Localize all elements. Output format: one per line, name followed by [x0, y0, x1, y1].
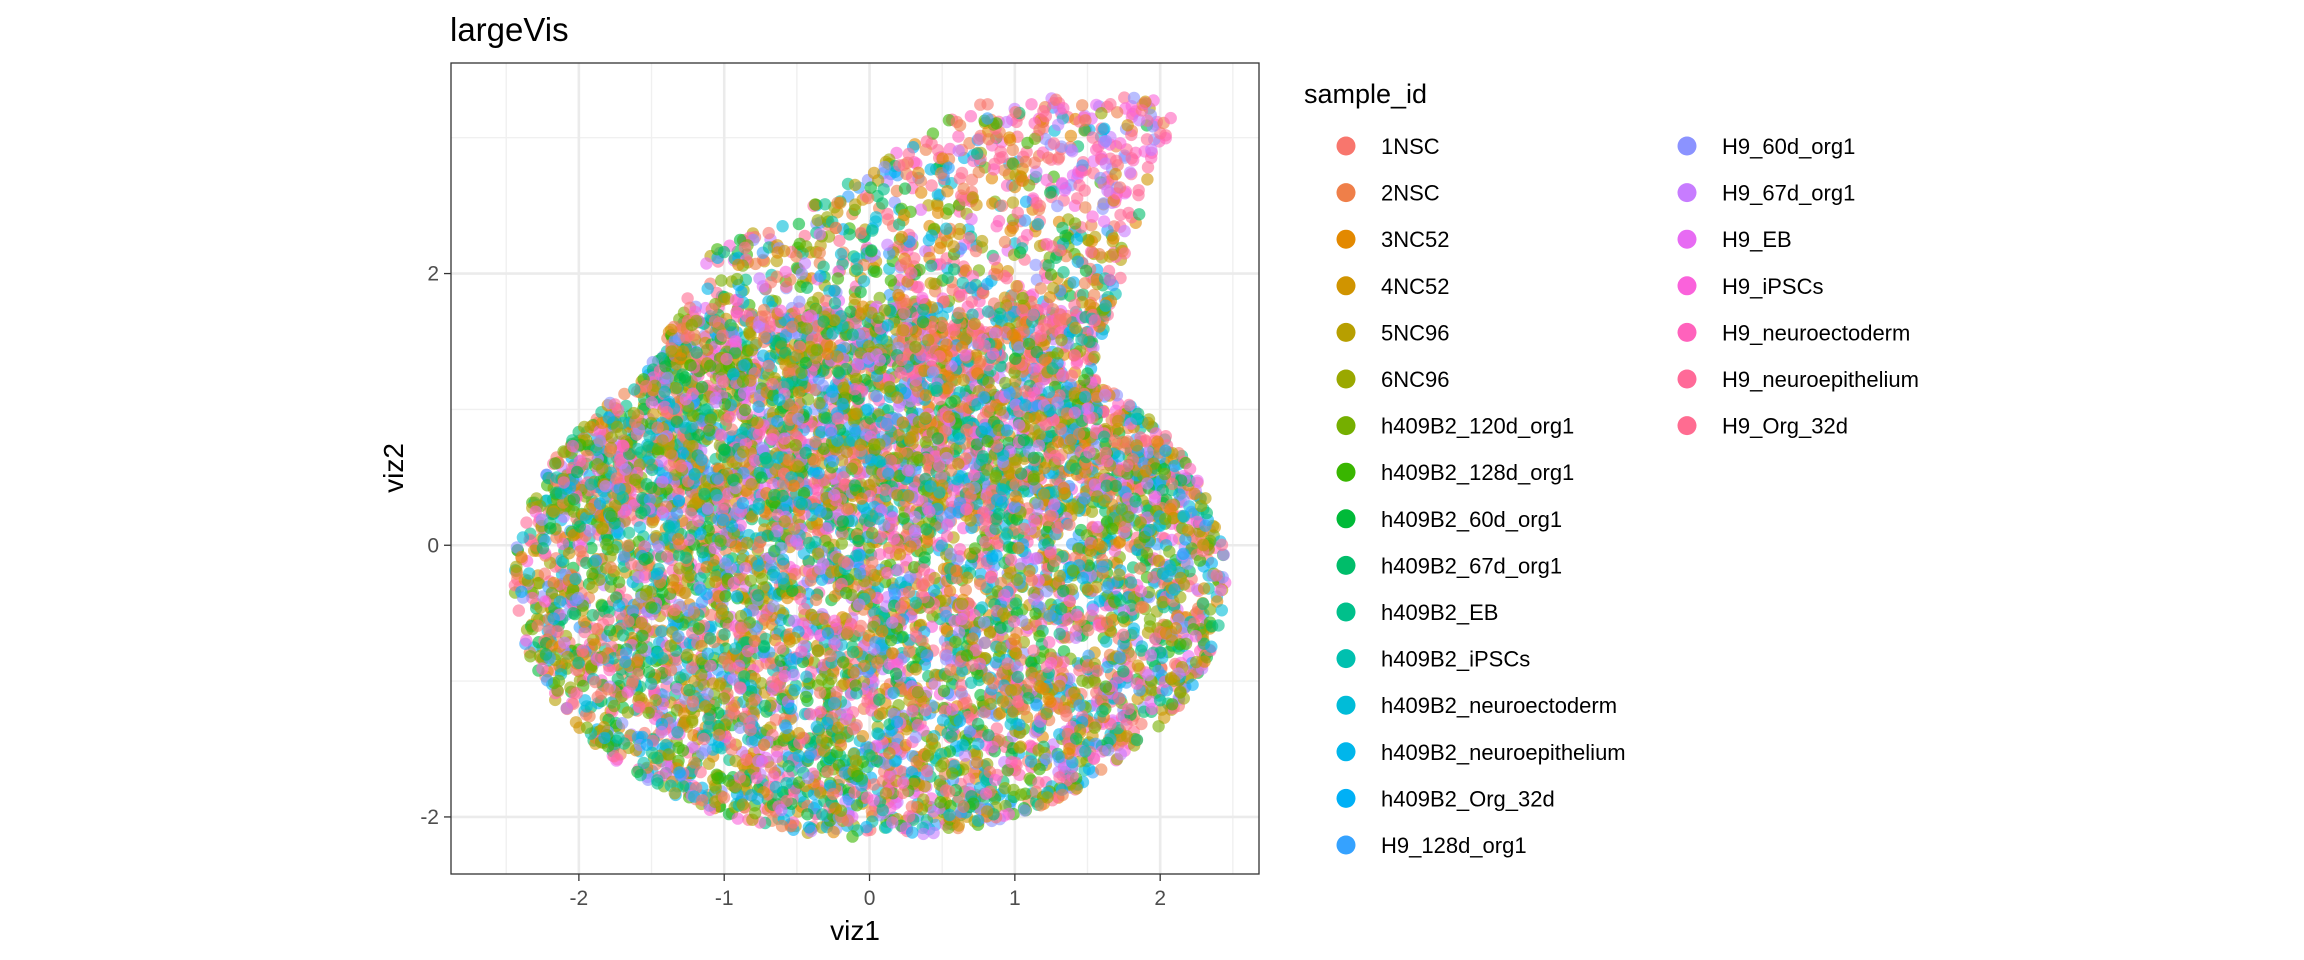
data-point [972, 165, 985, 179]
data-point [1006, 196, 1020, 209]
data-point [800, 281, 814, 294]
data-point [512, 604, 525, 617]
data-point [933, 241, 946, 255]
plot-panel [450, 62, 1260, 875]
data-point [912, 280, 925, 294]
data-point [758, 699, 772, 712]
data-point [990, 220, 1003, 233]
data-point [1018, 804, 1031, 817]
data-point [1052, 118, 1065, 131]
scatter-points [508, 91, 1232, 843]
data-point [1025, 98, 1038, 111]
data-point [618, 387, 631, 401]
data-point [1095, 107, 1108, 120]
data-point [1114, 208, 1127, 222]
chart-title: largeVis [450, 11, 569, 48]
data-point [981, 98, 994, 111]
data-point [849, 198, 862, 211]
data-point [943, 584, 957, 598]
data-point [974, 577, 987, 591]
data-point [974, 567, 987, 581]
data-point [914, 203, 928, 216]
data-point [1042, 151, 1055, 164]
data-point [520, 516, 533, 529]
data-point [670, 653, 683, 666]
data-point [863, 541, 876, 554]
data-point [762, 226, 775, 240]
data-point [1124, 576, 1138, 589]
data-point [700, 257, 713, 270]
data-point [833, 234, 846, 247]
data-point [952, 130, 965, 143]
data-point [705, 608, 718, 622]
data-point [776, 220, 789, 233]
data-point [633, 521, 647, 534]
